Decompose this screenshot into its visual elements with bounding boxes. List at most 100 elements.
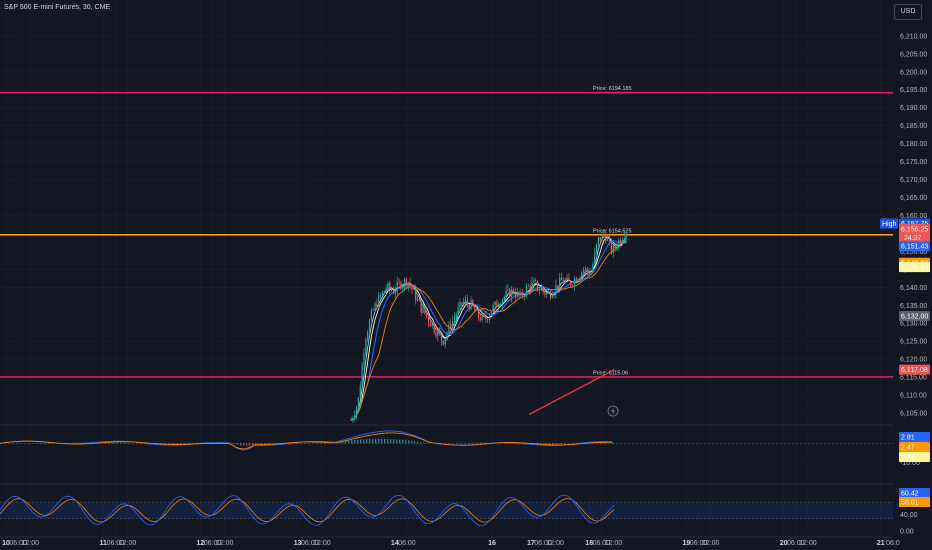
macd-histogram-bar [312,442,314,444]
currency-button[interactable]: USD [894,4,922,20]
candle-body [555,285,557,294]
price-tick-label: 6,140.00 [900,285,927,292]
macd-histogram-bar [423,442,425,444]
candle-body [496,301,498,307]
candle-body [562,280,565,283]
marker-low-badge-bg [899,311,930,322]
rsi-value-badge-bg [899,497,930,507]
candle-body [603,233,605,235]
candle-body [444,338,446,345]
candle-body [424,307,426,314]
ma-200-line [528,368,615,416]
candlestick-series [350,229,627,424]
candle-body [566,277,568,281]
time-tick-label: 12:00 [546,540,564,547]
time-tick-label: 12:00 [799,540,817,547]
time-tick-label: 11 [99,540,107,547]
macd-histogram-bar [369,439,371,444]
candle-body [468,304,470,310]
time-tick-label: 12:00 [216,540,234,547]
high-tag-bg [880,218,898,229]
macd-histogram-bar [180,443,182,445]
candle-body [402,285,404,289]
candle-body [522,292,524,297]
price-tick-label: 6,190.00 [900,105,927,112]
candle-body [398,281,400,283]
macd-histogram-bar [348,440,350,444]
macd-histogram-bar [141,443,143,444]
candle-body [618,240,620,248]
macd-histogram-bar [117,442,119,444]
candle-body [540,289,542,291]
candle-body [549,292,552,298]
time-tick-label: 19 [683,540,691,547]
price-levels: Price: 6194.185 Price: 6154.625 Price: 611… [0,86,893,378]
candle-body [392,290,395,294]
macd-histogram-bar [321,441,323,444]
time-tick-label: 12 [197,540,205,547]
price-tick-label: 6,110.00 [900,393,927,400]
candle-body [579,277,581,279]
candle-body [597,237,600,245]
macd-histogram-bar [144,443,146,445]
candle-body [483,313,485,316]
time-tick-label: 12:00 [702,540,720,547]
candle-body [601,233,603,241]
candle-body [499,305,502,307]
rsi-tick-label: 0.00 [900,529,914,536]
candle-body [359,385,361,398]
rsi-value-badge: 60.42 [901,491,919,498]
macd-histogram-bar [174,443,176,445]
macd-histogram-bar [186,443,188,444]
candle-body [494,301,496,306]
support-level-badge-bg [899,364,930,375]
candle-body [455,314,457,318]
price-tick-label: 6,135.00 [900,303,927,310]
candle-body [577,278,579,282]
candle-body [431,323,433,327]
candle-body [463,301,465,306]
candle-body [405,279,408,286]
candle-body [439,331,441,335]
candle-body [614,245,616,248]
time-tick-label: 10 [2,540,10,547]
candle-body [516,291,518,297]
candle-body [547,292,550,294]
candle-body [570,281,572,286]
time-tick-label: 06:00 [593,540,611,547]
price-tick-label: 6,185.00 [900,123,927,130]
price-axis[interactable]: 6,210.00 6,205.00 6,200.00 6,195.00 6,190.00… [893,0,932,550]
candle-body [394,291,397,294]
time-tick-label: 12:00 [313,540,331,547]
macd-histogram-bar [354,439,356,444]
macd-histogram-bar [381,438,383,444]
candle-body [533,280,535,283]
candle-body [616,247,618,249]
candle-body [446,333,448,339]
rsi-line [0,494,615,527]
candle-body [391,289,393,291]
candle-body [512,289,515,294]
macd-histogram-bar [345,440,347,444]
macd-histogram-bar [318,442,320,444]
macd-histogram-bar [420,441,422,444]
candle-body [490,311,493,316]
macd-histogram-bar [309,442,311,444]
candle-body [621,239,624,243]
macd-histogram-bar [408,440,410,444]
lightning-bolt-icon[interactable] [607,405,619,417]
candle-body [560,277,563,281]
price-tick-label: 6,115.00 [900,375,927,382]
high-tag-label: High [882,221,897,228]
candle-body [477,308,480,318]
candle-body [413,288,415,290]
time-tick-label: 17 [527,540,535,547]
candle-body [407,282,409,286]
candle-body [503,296,505,301]
candle-body [453,317,456,322]
time-tick-label: 12:00 [22,540,40,547]
macd-histogram-bar [552,443,554,445]
macd-histogram-bar [123,442,125,444]
